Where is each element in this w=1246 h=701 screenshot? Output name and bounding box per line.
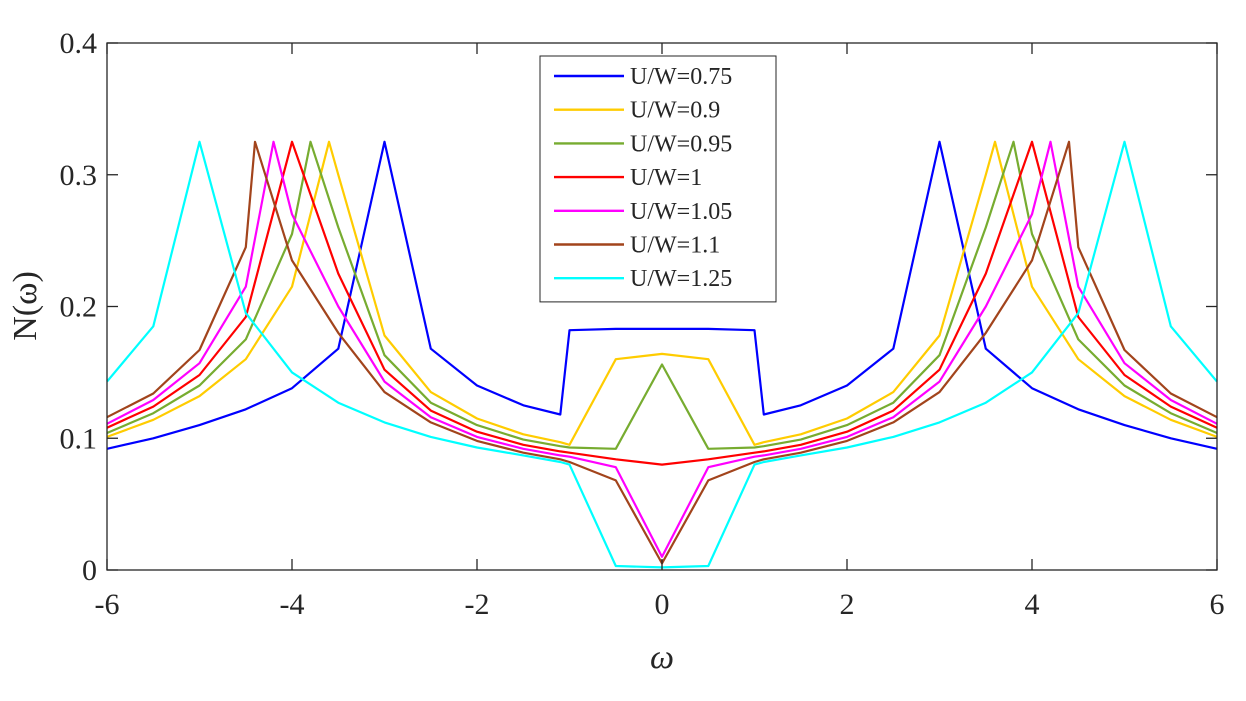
legend-label: U/W=1.1 xyxy=(630,233,720,259)
legend-label: U/W=1 xyxy=(630,165,702,191)
legend-label: U/W=0.9 xyxy=(630,98,720,124)
y-tick-label: 0 xyxy=(82,554,97,587)
x-tick-label: 6 xyxy=(1210,588,1225,621)
axes-layer: -6 -4 -2 0 2 4 6 0 0.1 0.2 0.3 0.4 xyxy=(60,27,1225,621)
series-line-4 xyxy=(106,140,1218,466)
legend-label: U/W=1.25 xyxy=(630,266,732,292)
x-tick-label: -2 xyxy=(465,588,490,621)
x-tick-label: 0 xyxy=(655,588,670,621)
x-axis-label: ω xyxy=(650,639,674,676)
series-line-2 xyxy=(106,140,1218,446)
series-line-1 xyxy=(106,140,1218,450)
y-axis-label: N(ω) xyxy=(7,271,44,341)
series-line-5 xyxy=(106,140,1218,558)
x-tick-label: 4 xyxy=(1025,588,1040,621)
legend-label: U/W=0.95 xyxy=(630,131,732,157)
x-tick-label: 2 xyxy=(840,588,855,621)
legend-label: U/W=0.75 xyxy=(630,64,732,90)
x-tick-label: -6 xyxy=(95,588,120,621)
y-tick-label: 0.2 xyxy=(60,291,98,324)
y-tick-label: 0.1 xyxy=(60,422,98,455)
legend-label: U/W=1.05 xyxy=(630,199,732,225)
legend-box xyxy=(539,55,777,303)
y-tick-label: 0.3 xyxy=(60,159,98,192)
x-tick-label: -4 xyxy=(280,588,305,621)
y-tick-label: 0.4 xyxy=(60,27,98,60)
series-line-3 xyxy=(106,140,1218,450)
legend: U/W=0.75 U/W=0.9 U/W=0.95 U/W=1 U/W=1.05 U/W=… xyxy=(539,55,777,303)
